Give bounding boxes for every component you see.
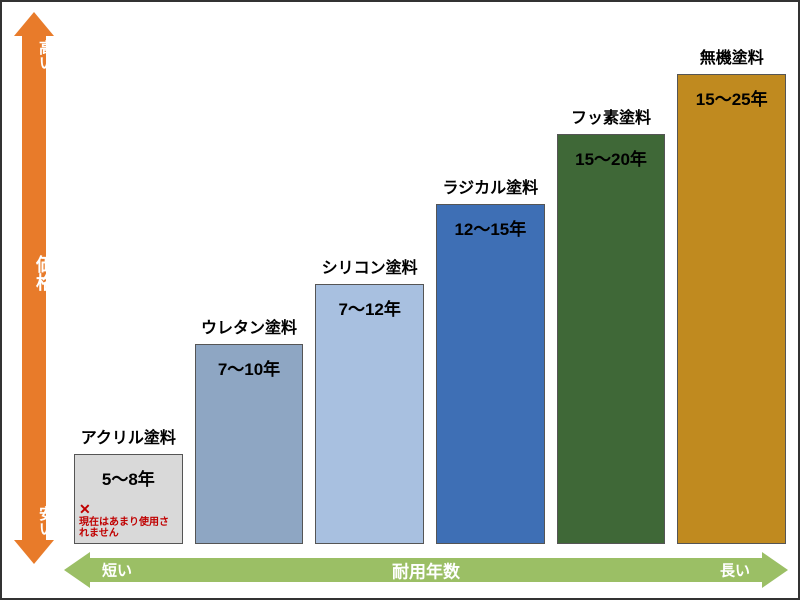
x-axis-label-mid: 耐用年数 [392, 558, 460, 583]
bar-value: 7〜10年 [218, 355, 280, 380]
x-axis-label-right: 長い [720, 560, 750, 581]
bar-title: フッ素塗料 [571, 104, 651, 128]
bar-box: 15〜20年 [557, 134, 666, 544]
bar-title: ウレタン塗料 [201, 314, 297, 338]
y-axis-label-top: 高い [14, 40, 54, 70]
y-axis-label-bot: 安い [14, 506, 54, 536]
bar-title: シリコン塗料 [322, 254, 418, 278]
bar-value: 15〜20年 [575, 145, 647, 170]
bar-value: 7〜12年 [338, 295, 400, 320]
bar-value: 12〜15年 [454, 215, 526, 240]
bar-box: 7〜10年 [195, 344, 304, 544]
x-axis-label-left: 短い [102, 560, 132, 581]
y-axis-label-mid: 価格 [14, 255, 54, 291]
bar-box: 15〜25年 [677, 74, 786, 544]
bar-warning-note: ✕現在はあまり使用されません [75, 500, 182, 543]
bar-value: 15〜25年 [696, 85, 768, 110]
bar-title: ラジカル塗料 [443, 174, 539, 198]
arrow-head-right-icon [762, 552, 788, 588]
arrow-head-up-icon [14, 12, 54, 36]
bar-box: 5〜8年 ✕現在はあまり使用されません [74, 454, 183, 544]
arrow-head-left-icon [64, 552, 90, 588]
bar-column: アクリル塗料 5〜8年 ✕現在はあまり使用されません [74, 424, 183, 544]
y-axis-price-arrow: 高い 価格 安い [14, 12, 54, 564]
arrow-head-down-icon [14, 540, 54, 564]
bars-container: アクリル塗料 5〜8年 ✕現在はあまり使用されません ウレタン塗料 7〜10年 シリコン塗… [74, 12, 786, 544]
bar-column: ラジカル塗料 12〜15年 [436, 174, 545, 544]
cross-icon: ✕ [79, 501, 91, 517]
x-axis-durability-arrow: 短い 耐用年数 長い [64, 552, 788, 588]
bar-box: 7〜12年 [315, 284, 424, 544]
bar-title: アクリル塗料 [81, 424, 176, 448]
bar-column: シリコン塗料 7〜12年 [315, 254, 424, 544]
bar-note-text: 現在はあまり使用されません [79, 517, 169, 539]
bar-value: 5〜8年 [102, 465, 155, 490]
bar-column: ウレタン塗料 7〜10年 [195, 314, 304, 544]
bar-column: 無機塗料 15〜25年 [677, 44, 786, 544]
bar-column: フッ素塗料 15〜20年 [557, 104, 666, 544]
bar-title: 無機塗料 [700, 44, 764, 68]
bar-box: 12〜15年 [436, 204, 545, 544]
